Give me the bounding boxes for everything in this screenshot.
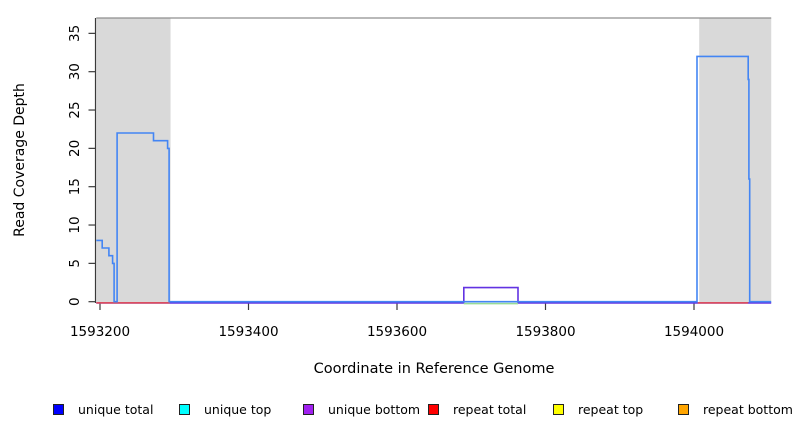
legend-label: unique total <box>78 401 154 417</box>
legend-color-swatch <box>179 403 190 415</box>
y-tick-label: 35 <box>67 25 83 42</box>
legend-item-unique-total: unique total <box>53 401 154 417</box>
masked-region <box>96 18 171 303</box>
legend-label: repeat top <box>578 401 644 417</box>
legend-item-repeat-total: repeat total <box>428 401 527 417</box>
y-tick-label: 0 <box>67 297 83 306</box>
x-tick-label: 1593600 <box>367 324 427 340</box>
legend-color-swatch <box>678 403 689 415</box>
legend-color-swatch <box>303 403 314 415</box>
y-axis-title: Read Coverage Depth <box>12 83 28 237</box>
legend-label: repeat bottom <box>703 401 792 417</box>
unique-bottom-line <box>96 286 772 304</box>
legend-item-unique-top: unique top <box>179 401 272 417</box>
y-tick-label: 10 <box>67 216 83 233</box>
legend-label: unique bottom <box>328 401 421 417</box>
x-tick-label: 1594000 <box>664 324 724 340</box>
y-tick-label: 25 <box>67 101 83 118</box>
x-tick-label: 1593200 <box>70 324 130 340</box>
y-tick-label: 20 <box>67 140 83 157</box>
legend-item-repeat-top: repeat top <box>553 401 644 417</box>
legend: unique total unique top unique bottom repea… <box>0 402 792 418</box>
y-tick-label: 15 <box>67 178 83 195</box>
legend-label: unique top <box>204 401 272 417</box>
legend-color-swatch <box>428 403 439 415</box>
legend-item-unique-bottom: unique bottom <box>303 401 421 417</box>
legend-label: repeat total <box>453 401 527 417</box>
masked-region <box>699 18 772 303</box>
y-tick-label: 30 <box>67 63 83 80</box>
y-tick-label: 5 <box>67 259 83 268</box>
legend-item-repeat-bottom: repeat bottom <box>678 401 792 417</box>
x-tick-label: 1593400 <box>218 324 278 340</box>
x-axis-title: Coordinate in Reference Genome <box>313 361 555 377</box>
unique-total-line <box>96 55 772 303</box>
x-tick-label: 1593800 <box>515 324 575 340</box>
legend-color-swatch <box>53 403 64 415</box>
legend-color-swatch <box>553 403 564 415</box>
